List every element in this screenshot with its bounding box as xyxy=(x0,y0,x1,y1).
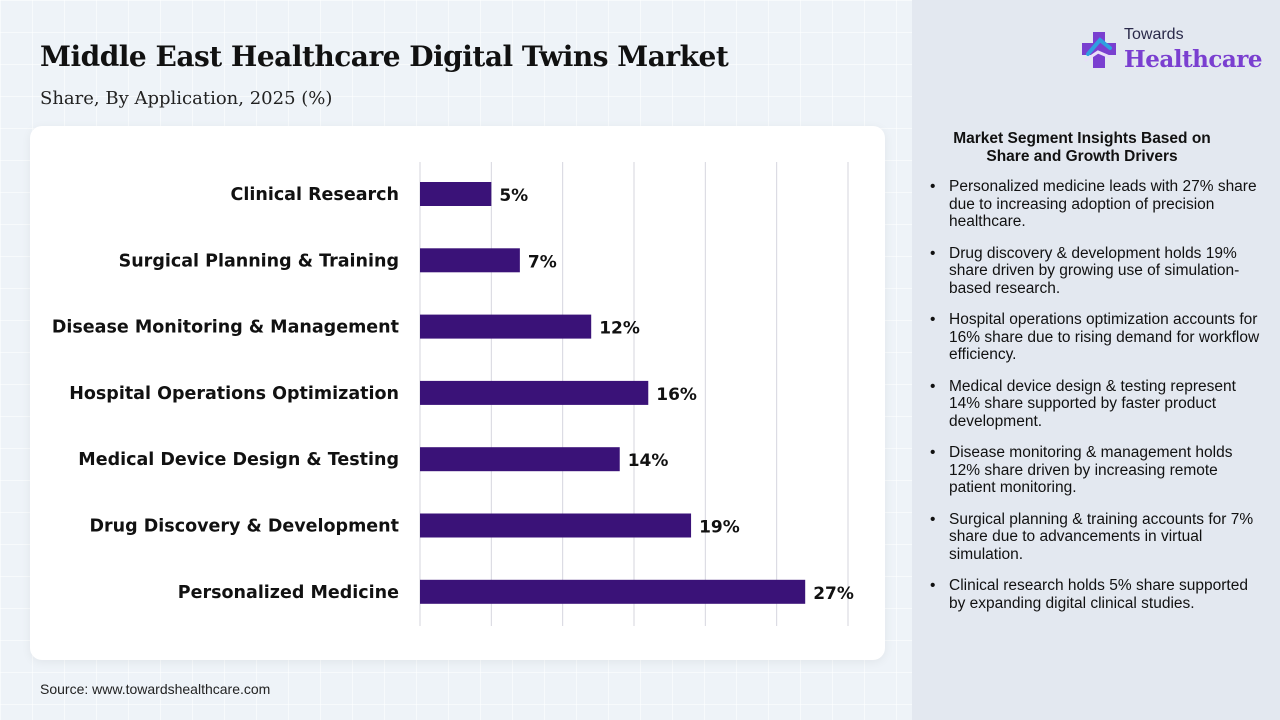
insight-text: Personalized medicine leads with 27% sha… xyxy=(949,178,1257,230)
category-label: Disease Monitoring & Management xyxy=(52,318,399,338)
insight-item: • Drug discovery & development holds 19% … xyxy=(930,245,1260,298)
category-label: Surgical Planning & Training xyxy=(119,251,399,271)
insight-item: • Hospital operations optimization accoun… xyxy=(930,311,1260,364)
data-label: 12% xyxy=(599,319,640,339)
category-label: Clinical Research xyxy=(231,185,399,205)
data-label: 5% xyxy=(499,186,528,206)
page-subtitle: Share, By Application, 2025 (%) xyxy=(40,88,333,109)
bullet-icon: • xyxy=(930,444,936,461)
brand-logo: Towards Healthcare xyxy=(1080,26,1263,78)
bar xyxy=(420,579,806,604)
bar xyxy=(420,314,592,339)
bullet-icon: • xyxy=(930,510,936,528)
insight-text: Hospital operations optimization account… xyxy=(949,311,1260,363)
category-label: Hospital Operations Optimization xyxy=(69,384,399,404)
insights-title: Market Segment Insights Based on Share a… xyxy=(953,130,1211,165)
bar xyxy=(420,182,492,206)
source-note: Source: www.towardshealthcare.com xyxy=(40,681,271,697)
category-label: Drug Discovery & Development xyxy=(90,517,399,537)
bar xyxy=(420,447,620,472)
bar-chart: Clinical Research 5% Surgical Planning & T… xyxy=(52,162,854,626)
chart-card: Clinical Research 5% Surgical Planning & T… xyxy=(30,126,885,660)
data-label: 14% xyxy=(628,451,669,471)
bullet-icon: • xyxy=(930,377,936,395)
bullet-icon: • xyxy=(930,178,936,195)
insight-text: Medical device design & testing represen… xyxy=(949,377,1236,430)
page-title: Middle East Healthcare Digital Twins Mar… xyxy=(40,40,729,73)
category-label: Medical Device Design & Testing xyxy=(78,450,399,470)
data-label: 27% xyxy=(813,584,854,604)
bullet-icon: • xyxy=(930,577,936,594)
insight-text: Disease monitoring & management holds 12… xyxy=(949,444,1233,496)
insight-item: • Personalized medicine leads with 27% sh… xyxy=(930,178,1260,231)
health-cross-icon xyxy=(1082,32,1116,68)
category-label: Personalized Medicine xyxy=(178,583,399,603)
data-label: 16% xyxy=(656,385,697,405)
bar xyxy=(420,380,649,405)
insight-item: • Medical device design & testing represe… xyxy=(930,378,1260,431)
insight-item: • Disease monitoring & management holds 1… xyxy=(930,444,1260,497)
logo-text-main: Healthcare xyxy=(1124,46,1263,73)
bar xyxy=(420,248,520,273)
insight-item: • Clinical research holds 5% share suppor… xyxy=(930,577,1260,612)
data-label: 7% xyxy=(528,252,557,272)
bullet-icon: • xyxy=(930,311,936,328)
insight-text: Drug discovery & development holds 19% s… xyxy=(949,244,1240,297)
insight-text: Clinical research holds 5% share support… xyxy=(949,577,1248,612)
insights-list: • Personalized medicine leads with 27% sh… xyxy=(930,178,1260,626)
insight-item: • Surgical planning & training accounts f… xyxy=(930,511,1260,564)
insights-panel: Towards Healthcare Market Segment Insigh… xyxy=(912,0,1280,720)
bullet-icon: • xyxy=(930,244,936,262)
data-label: 19% xyxy=(699,518,740,538)
bar xyxy=(420,513,692,538)
logo-text-top: Towards xyxy=(1124,26,1184,43)
insight-text: Surgical planning & training accounts fo… xyxy=(949,510,1254,563)
